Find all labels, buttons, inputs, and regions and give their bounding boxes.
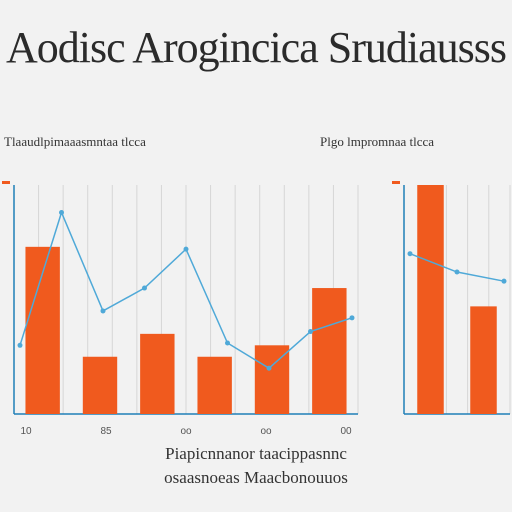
line-point	[183, 246, 189, 252]
x-tick-label: 85	[100, 426, 112, 437]
line-point	[17, 342, 23, 348]
line-point	[100, 308, 106, 314]
bar	[82, 356, 118, 414]
line-point	[225, 340, 230, 346]
bar	[417, 185, 444, 414]
x-tick-label: oo	[260, 426, 272, 437]
line-point	[454, 269, 460, 275]
bar	[312, 288, 347, 414]
bar	[197, 356, 232, 414]
bar	[470, 306, 497, 414]
left-chart-subtitle: Tlaaudlpimaaasmntaa tlcca	[4, 134, 146, 149]
line-point	[407, 251, 413, 257]
bar	[254, 345, 290, 414]
bar	[140, 333, 175, 414]
right-chart-subtitle: Plgo lmpromnaa tlcca	[320, 134, 435, 149]
line-point	[349, 315, 355, 321]
line-point	[266, 365, 272, 371]
axis-marker	[2, 181, 10, 184]
x-tick-label: 00	[340, 426, 352, 437]
line-point	[308, 329, 313, 335]
caption-line-1: Piapicnnanor taacippasnnc	[165, 444, 347, 463]
line-point	[142, 285, 147, 291]
chart-title: Aodisc Arogincica Srudiausss	[6, 23, 507, 72]
axis-marker	[392, 181, 400, 184]
line-point	[59, 209, 64, 215]
x-tick-label: 10	[20, 426, 32, 437]
line-point	[501, 278, 507, 284]
x-tick-label: oo	[180, 426, 192, 437]
caption-line-2: osaasnoeas Maacbonouuos	[164, 468, 348, 487]
